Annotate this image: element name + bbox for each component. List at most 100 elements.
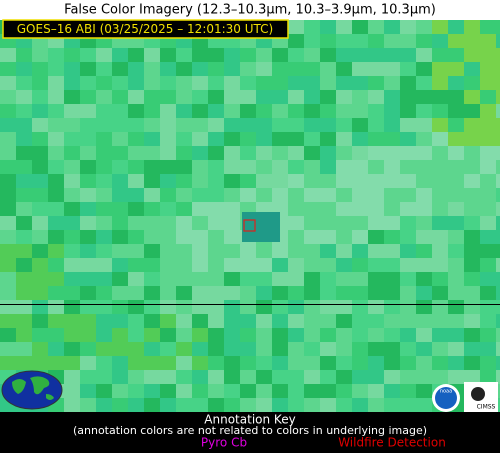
image-pixel	[0, 286, 16, 300]
image-pixel	[304, 202, 320, 216]
image-pixel	[384, 48, 400, 62]
image-pixel	[496, 34, 500, 48]
image-pixel	[320, 118, 336, 132]
image-pixel	[352, 272, 368, 286]
image-pixel	[208, 314, 224, 328]
image-pixel	[96, 272, 112, 286]
image-pixel	[176, 216, 192, 230]
image-pixel	[256, 48, 272, 62]
image-pixel	[144, 356, 160, 370]
image-pixel	[208, 62, 224, 76]
image-pixel	[304, 356, 320, 370]
image-pixel	[80, 132, 96, 146]
image-pixel	[480, 34, 496, 48]
image-pixel	[144, 300, 160, 314]
image-pixel	[240, 342, 256, 356]
image-pixel	[496, 342, 500, 356]
image-pixel	[288, 174, 304, 188]
image-pixel	[240, 244, 256, 258]
image-pixel	[320, 160, 336, 174]
image-pixel	[16, 62, 32, 76]
image-pixel	[176, 370, 192, 384]
image-pixel	[304, 132, 320, 146]
image-pixel	[336, 216, 352, 230]
image-pixel	[32, 328, 48, 342]
image-pixel	[112, 244, 128, 258]
image-pixel	[224, 328, 240, 342]
image-pixel	[368, 258, 384, 272]
image-pixel	[384, 230, 400, 244]
image-pixel	[496, 328, 500, 342]
image-pixel	[144, 370, 160, 384]
image-pixel	[288, 118, 304, 132]
image-pixel	[352, 286, 368, 300]
image-pixel	[128, 146, 144, 160]
image-pixel	[400, 132, 416, 146]
image-pixel	[336, 384, 352, 398]
image-pixel	[192, 342, 208, 356]
image-pixel	[176, 62, 192, 76]
image-pixel	[448, 202, 464, 216]
image-pixel	[432, 286, 448, 300]
image-pixel	[0, 356, 16, 370]
image-pixel	[112, 328, 128, 342]
image-pixel	[240, 188, 256, 202]
image-pixel	[400, 146, 416, 160]
image-pixel	[128, 76, 144, 90]
image-pixel	[256, 90, 272, 104]
image-pixel	[256, 174, 272, 188]
image-pixel	[256, 356, 272, 370]
image-pixel	[112, 104, 128, 118]
image-pixel	[80, 342, 96, 356]
image-pixel	[352, 202, 368, 216]
image-pixel	[400, 314, 416, 328]
image-pixel	[352, 160, 368, 174]
image-pixel	[432, 20, 448, 34]
image-pixel	[384, 258, 400, 272]
image-pixel	[96, 286, 112, 300]
image-pixel	[448, 314, 464, 328]
image-pixel	[304, 90, 320, 104]
satellite-image	[0, 20, 500, 412]
image-pixel	[48, 300, 64, 314]
image-pixel	[288, 188, 304, 202]
image-pixel	[0, 118, 16, 132]
image-pixel	[160, 118, 176, 132]
image-pixel	[208, 118, 224, 132]
image-pixel	[480, 286, 496, 300]
image-pixel	[32, 104, 48, 118]
image-pixel	[256, 146, 272, 160]
continents	[12, 376, 54, 400]
image-pixel	[32, 48, 48, 62]
image-pixel	[400, 174, 416, 188]
image-pixel	[384, 160, 400, 174]
image-pixel	[48, 342, 64, 356]
image-pixel	[64, 202, 80, 216]
image-pixel	[336, 90, 352, 104]
image-pixel	[160, 328, 176, 342]
image-pixel	[320, 384, 336, 398]
image-pixel	[144, 202, 160, 216]
image-pixel	[400, 202, 416, 216]
image-pixel	[336, 342, 352, 356]
image-pixel	[496, 202, 500, 216]
image-pixel	[48, 244, 64, 258]
image-pixel	[16, 356, 32, 370]
image-pixel	[352, 370, 368, 384]
image-pixel	[80, 300, 96, 314]
image-pixel	[336, 118, 352, 132]
image-pixel	[416, 286, 432, 300]
image-pixel	[496, 244, 500, 258]
image-pixel	[288, 76, 304, 90]
image-pixel	[272, 188, 288, 202]
image-pixel	[384, 188, 400, 202]
image-pixel	[320, 202, 336, 216]
image-pixel	[336, 188, 352, 202]
image-pixel	[160, 356, 176, 370]
image-pixel	[208, 104, 224, 118]
image-pixel	[224, 244, 240, 258]
image-pixel	[480, 370, 496, 384]
image-pixel	[368, 398, 384, 412]
image-pixel	[80, 244, 96, 258]
image-pixel	[320, 188, 336, 202]
